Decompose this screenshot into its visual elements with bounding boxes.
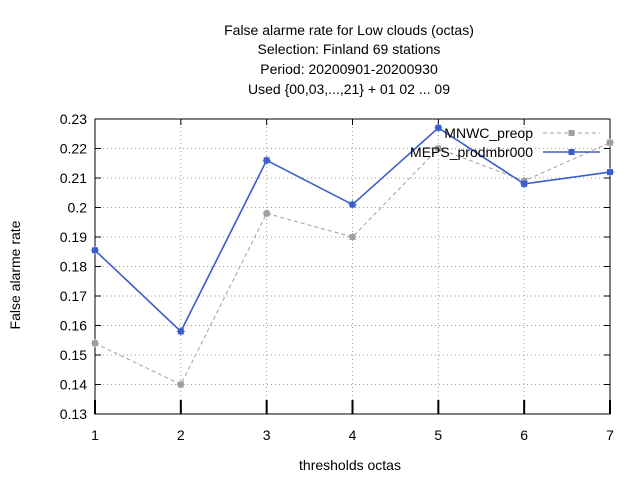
y-tick-label: 0.13 [60, 406, 87, 422]
legend-entry-MNWC_preop: MNWC_preop [444, 125, 600, 141]
x-tick-label: 4 [349, 427, 357, 443]
legend-label: MEPS_prodmbr000 [410, 144, 533, 160]
legend-swatch-marker [568, 130, 575, 136]
data-point-MNWC_preop [262, 209, 271, 218]
chart-title-line-2: Selection: Finland 69 stations [258, 41, 441, 57]
data-point-MEPS_prodmbr000 [434, 123, 443, 132]
data-point-MEPS_prodmbr000 [262, 156, 271, 165]
legend: MNWC_preop MEPS_prodmbr000 [410, 125, 600, 160]
y-tick-label: 0.2 [68, 200, 88, 216]
x-tick-label: 6 [520, 427, 528, 443]
ticks: 0.13 0.14 0.15 0.16 0.17 0.18 0.19 0.2 0.21 0.22 0… [60, 111, 614, 443]
data-point-MNWC_preop [606, 138, 614, 147]
legend-entry-MEPS_prodmbr000: MEPS_prodmbr000 [410, 144, 600, 160]
y-tick-label: 0.18 [60, 259, 87, 275]
data-point-MNWC_preop [91, 339, 99, 348]
series-lines [91, 123, 614, 389]
x-axis-label: thresholds octas [299, 457, 401, 473]
chart-title-line-4: Used {00,03,...,21} + 01 02 ... 09 [248, 81, 450, 97]
data-point-MNWC_preop [434, 144, 443, 153]
legend-swatch-marker [568, 149, 575, 155]
y-tick-label: 0.16 [60, 318, 87, 334]
y-tick-label: 0.22 [60, 141, 87, 157]
data-point-MNWC_preop [348, 233, 357, 241]
data-point-MEPS_prodmbr000 [91, 246, 99, 255]
x-tick-label: 2 [177, 427, 185, 443]
x-tick-label: 3 [263, 427, 271, 443]
x-tick-label: 5 [434, 427, 442, 443]
y-tick-label: 0.14 [60, 377, 87, 393]
y-tick-label: 0.21 [60, 170, 87, 186]
y-axis-label: False alarme rate [7, 220, 23, 329]
legend-label: MNWC_preop [444, 125, 533, 141]
chart-text: False alarme rate for Low clouds (octas)… [7, 22, 474, 473]
grid-lines [95, 119, 610, 414]
y-tick-label: 0.19 [60, 229, 87, 245]
chart-title-line-1: False alarme rate for Low clouds (octas) [224, 22, 474, 38]
y-tick-label: 0.17 [60, 288, 87, 304]
chart-title-line-3: Period: 20200901-20200930 [260, 61, 438, 77]
data-point-MEPS_prodmbr000 [520, 179, 529, 188]
data-point-MEPS_prodmbr000 [176, 327, 185, 336]
data-point-MEPS_prodmbr000 [348, 200, 357, 209]
x-tick-label: 1 [91, 427, 99, 443]
y-tick-label: 0.23 [60, 111, 87, 127]
data-point-MNWC_preop [176, 380, 185, 389]
x-tick-label: 7 [606, 427, 614, 443]
y-tick-label: 0.15 [60, 347, 87, 363]
data-point-MEPS_prodmbr000 [606, 168, 614, 177]
